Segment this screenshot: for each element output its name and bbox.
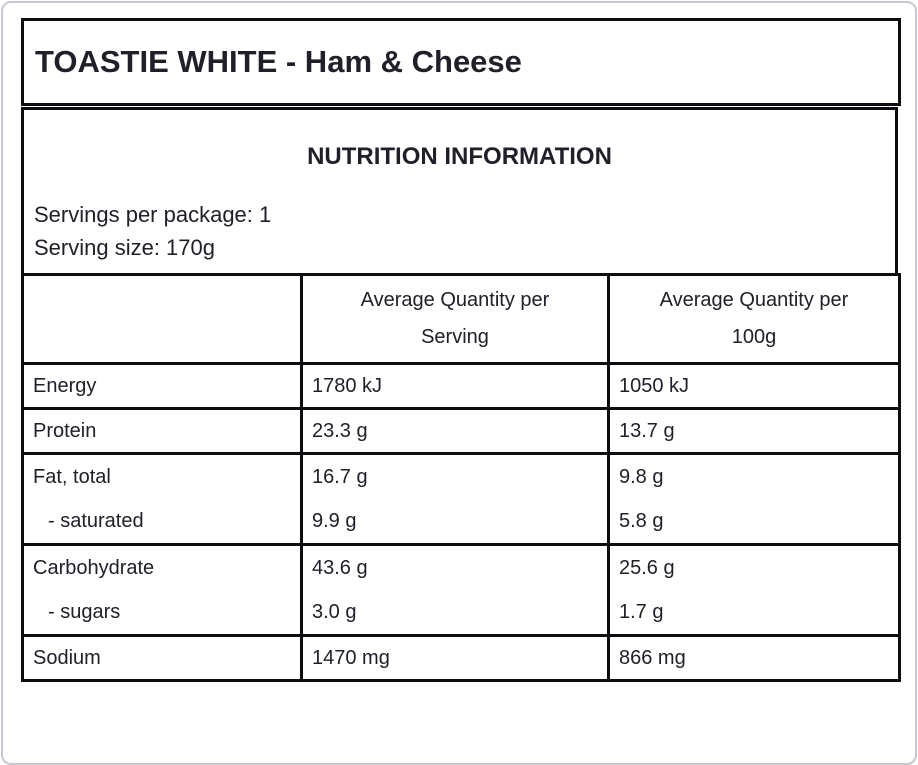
nutrient-cell: Fat, total - saturated <box>21 452 303 546</box>
per-serving-cell: 23.3 g <box>300 407 610 455</box>
header-line: Average Quantity per <box>360 289 550 311</box>
per-serving-cell: 1470 mg <box>300 634 610 682</box>
per-serving-value: 23.3 g <box>312 420 368 442</box>
nutrient-label: Protein <box>33 420 97 442</box>
nutrient-label: Sodium <box>33 647 101 669</box>
section-heading: NUTRITION INFORMATION <box>307 143 612 170</box>
per-100g-subvalue: 5.8 g <box>619 510 664 532</box>
row-fat: Fat, total - saturated 16.7 g 9.9 g 9.8 … <box>21 452 901 546</box>
table-header-row: Average Quantity per Serving Average Qua… <box>21 273 901 365</box>
title-box: TOASTIE WHITE - Ham & Cheese <box>21 18 901 106</box>
nutrient-cell: Carbohydrate - sugars <box>21 543 303 637</box>
nutrient-label: Carbohydrate <box>33 557 155 579</box>
nutrient-label: Energy <box>33 375 97 397</box>
nutrient-label: Fat, total <box>33 466 111 488</box>
nutrient-cell: Sodium <box>21 634 303 682</box>
header-cell-empty <box>21 273 303 365</box>
per-100g-cell: 13.7 g <box>607 407 901 455</box>
per-100g-value: 866 mg <box>619 647 686 669</box>
row-protein: Protein 23.3 g 13.7 g <box>21 407 901 455</box>
per-serving-cell: 43.6 g 3.0 g <box>300 543 610 637</box>
row-energy: Energy 1780 kJ 1050 kJ <box>21 362 901 410</box>
header-line: Average Quantity per <box>659 289 849 311</box>
nutrition-table: Average Quantity per Serving Average Qua… <box>21 273 901 682</box>
nutrient-sublabel: - sugars <box>48 601 121 623</box>
per-serving-subvalue: 3.0 g <box>312 601 357 623</box>
nutrient-sublabel: - saturated <box>48 510 144 532</box>
page-title: TOASTIE WHITE - Ham & Cheese <box>35 44 522 79</box>
per-100g-cell: 866 mg <box>607 634 901 682</box>
nutrition-section: NUTRITION INFORMATION Servings per packa… <box>21 107 898 276</box>
nutrient-cell: Protein <box>21 407 303 455</box>
per-100g-value: 9.8 g <box>619 466 664 488</box>
per-100g-value: 1050 kJ <box>619 375 690 397</box>
per-100g-subvalue: 1.7 g <box>619 601 664 623</box>
per-serving-cell: 1780 kJ <box>300 362 610 410</box>
serving-size: Serving size: 170g <box>34 235 215 260</box>
header-line: 100g <box>731 326 777 348</box>
per-100g-value: 13.7 g <box>619 420 675 442</box>
nutrient-cell: Energy <box>21 362 303 410</box>
per-serving-value: 1470 mg <box>312 647 390 669</box>
per-100g-cell: 25.6 g 1.7 g <box>607 543 901 637</box>
serving-info: Servings per package: 1 Serving size: 17… <box>24 198 895 264</box>
per-100g-cell: 9.8 g 5.8 g <box>607 452 901 546</box>
per-serving-subvalue: 9.9 g <box>312 510 357 532</box>
row-carbohydrate: Carbohydrate - sugars 43.6 g 3.0 g 25.6 … <box>21 543 901 637</box>
header-cell-per-100g: Average Quantity per 100g <box>607 273 901 365</box>
row-sodium: Sodium 1470 mg 866 mg <box>21 634 901 682</box>
label-content: TOASTIE WHITE - Ham & Cheese NUTRITION I… <box>21 18 901 682</box>
header-cell-per-serving: Average Quantity per Serving <box>300 273 610 365</box>
per-serving-cell: 16.7 g 9.9 g <box>300 452 610 546</box>
per-serving-value: 43.6 g <box>312 557 368 579</box>
servings-per-package: Servings per package: 1 <box>34 202 272 227</box>
per-100g-value: 25.6 g <box>619 557 675 579</box>
per-serving-value: 1780 kJ <box>312 375 383 397</box>
per-100g-cell: 1050 kJ <box>607 362 901 410</box>
per-serving-value: 16.7 g <box>312 466 368 488</box>
header-line: Serving <box>421 326 489 348</box>
